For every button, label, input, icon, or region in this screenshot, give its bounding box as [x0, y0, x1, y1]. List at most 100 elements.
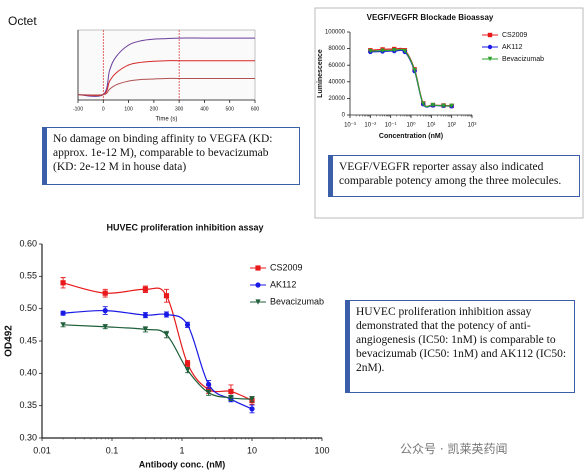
fit-curve: [63, 310, 253, 410]
x-tick-label: 10⁰: [406, 122, 416, 129]
data-point: [184, 361, 191, 367]
caption: No damage on binding affinity to VEGFA (…: [42, 127, 300, 185]
y-tick-label: 0: [342, 113, 346, 119]
fit-curve: [370, 49, 452, 108]
y-tick-label: 60000: [328, 63, 345, 69]
data-line: [77, 77, 255, 96]
x-tick-label: 300: [175, 106, 184, 112]
caption: HUVEC proliferation inhibition assay dem…: [345, 300, 575, 393]
data-point: [228, 395, 234, 401]
legend-marker: [487, 56, 493, 62]
x-axis-label: Time (s): [156, 117, 178, 123]
y-tick-label: 40000: [328, 79, 345, 85]
data-point: [421, 101, 426, 106]
x-tick-label: 0.1: [106, 445, 119, 455]
x-tick-label: 10: [247, 445, 257, 455]
data-point: [249, 406, 255, 412]
legend-label: CS2009: [270, 262, 303, 272]
data-point: [184, 367, 191, 373]
fit-curve: [62, 282, 253, 402]
plot-frame: [77, 29, 256, 101]
x-tick-label: 1: [179, 445, 184, 455]
data-point: [206, 386, 212, 393]
x-tick-label: 10³: [468, 123, 477, 129]
chart-title: VEGF/VEGFR Blockade Bioassay: [367, 13, 494, 22]
data-point: [60, 280, 66, 286]
data-point: [430, 102, 436, 108]
data-point: [380, 48, 385, 53]
data-line: [77, 60, 255, 97]
data-point: [184, 322, 191, 328]
legend-marker: [487, 32, 493, 38]
legend-label: Bevacizumab: [270, 296, 324, 306]
x-tick-label: 0.01: [33, 445, 51, 455]
y-tick-label: 0.40: [19, 368, 37, 378]
x-tick-label: 500: [226, 106, 235, 112]
data-point: [392, 48, 397, 53]
y-tick-label: 0.45: [19, 335, 37, 345]
x-tick-label: 600: [251, 106, 260, 112]
legend-label: AK112: [502, 44, 523, 51]
legend-marker: [255, 282, 261, 288]
caption: VEGF/VEGFR reporter assay also indicated…: [328, 155, 580, 197]
legend-label: Bevacizumab: [502, 56, 544, 63]
y-tick-label: 80000: [328, 46, 345, 52]
data-point: [163, 293, 170, 299]
data-point: [102, 308, 108, 314]
x-tick-label: 100: [314, 445, 329, 455]
x-tick-label: 10⁻¹: [385, 123, 397, 129]
fit-curve: [370, 47, 452, 108]
data-point: [142, 312, 148, 318]
y-axis-label: OD492: [4, 325, 15, 357]
data-point: [368, 48, 373, 54]
y-tick-label: 0.55: [19, 271, 37, 281]
data-point: [142, 286, 148, 292]
y-tick-label: 0.60: [19, 238, 37, 248]
legend-label: AK112: [270, 279, 296, 289]
x-tick-label: 200: [150, 106, 159, 112]
data-point: [249, 396, 255, 402]
x-tick-label: 100: [124, 106, 133, 112]
x-tick-label: 10⁻³: [344, 123, 356, 129]
x-tick-label: -100: [73, 106, 83, 112]
x-axis-label: Concentration (nM): [379, 133, 443, 140]
x-axis-label: Antibody conc. (nM): [139, 459, 226, 469]
legend-label: CS2009: [502, 32, 527, 39]
chart-title: HUVEC proliferation inhibition assay: [106, 222, 263, 232]
legend-marker: [487, 44, 493, 50]
x-tick-label: 10¹: [427, 123, 436, 129]
data-point: [142, 326, 148, 332]
data-point: [206, 381, 212, 387]
data-point: [228, 388, 234, 395]
data-point: [102, 324, 108, 330]
y-tick-label: 0.35: [19, 400, 37, 410]
y-tick-label: 100000: [325, 30, 346, 36]
fit-curve: [370, 48, 452, 108]
x-tick-label: 400: [200, 106, 209, 112]
legend-marker: [255, 265, 261, 271]
chart-title: Octet: [8, 14, 37, 28]
data-point: [412, 67, 417, 73]
data-point: [163, 331, 170, 338]
legend-marker: [255, 299, 261, 305]
data-line: [77, 37, 255, 97]
data-point: [402, 48, 408, 54]
watermark: 公众号 · 凯莱英药闻: [400, 442, 508, 456]
x-tick-label: 0: [102, 106, 105, 112]
x-tick-label: 10²: [447, 123, 456, 129]
data-point: [102, 290, 108, 296]
data-point: [441, 103, 446, 109]
data-point: [60, 322, 66, 328]
fit-curve: [63, 324, 253, 400]
data-point: [206, 390, 212, 396]
x-tick-label: 10⁻²: [364, 123, 376, 129]
data-point: [60, 310, 66, 316]
data-point: [163, 311, 170, 318]
y-tick-label: 0.30: [19, 432, 37, 442]
y-tick-label: 20000: [328, 96, 345, 102]
y-axis-label: Luminescence: [317, 49, 324, 98]
data-point: [449, 103, 454, 109]
panel-border: [314, 7, 584, 219]
